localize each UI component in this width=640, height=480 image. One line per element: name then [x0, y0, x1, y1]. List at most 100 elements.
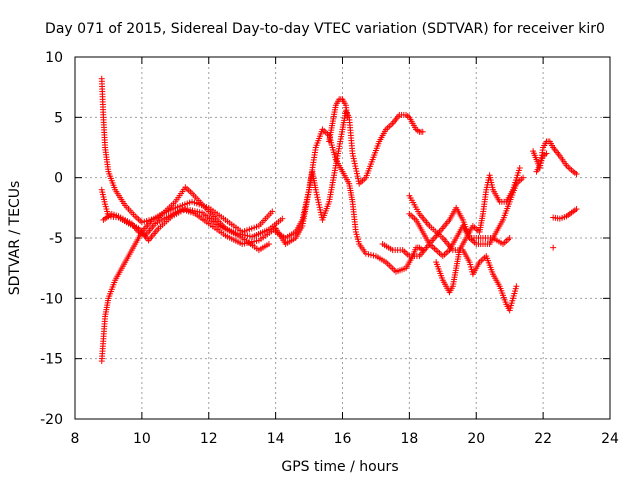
x-tick-label: 8	[71, 431, 80, 447]
data-point-fill	[508, 188, 515, 195]
data-point-fill	[489, 184, 496, 191]
data-point-fill	[505, 236, 512, 243]
data-point-fill	[350, 153, 357, 160]
data-point-fill	[325, 201, 332, 208]
data-point-fill	[318, 128, 325, 135]
data-point-fill	[105, 166, 112, 173]
grid-lines	[75, 57, 610, 419]
data-point-fill	[180, 186, 187, 193]
data-point-fill	[156, 212, 163, 219]
data-point-fill	[411, 124, 418, 131]
data-point-fill	[111, 279, 118, 286]
data-point-fill	[487, 235, 494, 241]
data-point-fill	[391, 267, 398, 274]
data-point-fill	[154, 227, 161, 234]
x-tick-label: 12	[200, 431, 218, 447]
data-point-fill	[549, 142, 556, 149]
data-point-fill	[452, 237, 459, 244]
data-point-fill	[339, 128, 346, 135]
data-point-fill	[313, 191, 320, 198]
data-point-fill	[281, 239, 288, 246]
data-point-fill	[163, 214, 170, 221]
data-point-fill	[302, 201, 309, 208]
data-point-fill	[303, 199, 310, 206]
data-point-fill	[187, 188, 194, 195]
data-point-fill	[220, 215, 227, 222]
data-point-fill	[150, 222, 157, 229]
data-point-fill	[444, 248, 451, 255]
data-point-fill	[468, 224, 475, 231]
data-point-fill	[361, 176, 368, 183]
data-point-fill	[253, 223, 260, 230]
data-point-fill	[213, 221, 220, 228]
data-point-fill	[355, 238, 362, 245]
data-point-fill	[304, 191, 311, 198]
y-tick-label: -5	[49, 231, 63, 247]
data-point-fill	[456, 249, 463, 256]
data-point-fill	[170, 200, 177, 207]
data-point-fill	[408, 118, 415, 125]
data-point-fill	[495, 196, 502, 203]
data-point-fill	[341, 100, 348, 107]
data-point-fill	[415, 208, 422, 215]
data-point-fill	[437, 233, 444, 240]
x-axis-ticks: 8 10 12 14 16 18 20 22 24	[71, 57, 619, 447]
data-point-fill	[404, 251, 411, 258]
data-point-fill	[137, 217, 144, 224]
data-point-fill	[304, 194, 311, 201]
x-tick-label: 16	[334, 431, 352, 447]
chart-title: Day 071 of 2015, Sidereal Day-to-day VTE…	[45, 21, 605, 37]
data-point-fill	[263, 242, 270, 249]
data-point-fill	[130, 211, 137, 218]
data-point-fill	[539, 155, 546, 162]
data-point-fill	[458, 214, 465, 221]
data-point-fill	[492, 230, 499, 237]
data-point-fill	[414, 244, 421, 251]
data-point-fill	[555, 151, 562, 158]
data-point-fill	[479, 213, 486, 220]
data-point-fill	[541, 151, 548, 158]
data-point-fill	[452, 267, 459, 274]
x-tick-label: 22	[534, 431, 552, 447]
data-point-fill	[117, 267, 124, 274]
y-tick-label: 5	[54, 110, 63, 126]
data-point-fill	[562, 160, 569, 167]
data-point-fill	[475, 261, 482, 268]
data-point-fill	[120, 200, 127, 207]
data-point-fill	[365, 251, 372, 258]
data-point-fill	[425, 239, 432, 246]
data-point-fill	[303, 196, 310, 203]
data-point-fill	[481, 254, 488, 261]
data-point-fill	[190, 210, 197, 217]
data-point-fill	[532, 154, 539, 161]
data-point-fill	[435, 230, 442, 237]
data-point-fill	[352, 165, 359, 172]
data-point-fill	[571, 207, 578, 214]
data-point-fill	[471, 239, 478, 246]
data-point-fill	[351, 158, 358, 165]
y-tick-label: 0	[54, 171, 63, 187]
data-point-fill	[111, 184, 118, 191]
data-point-fill	[344, 111, 351, 118]
data-point-fill	[101, 315, 108, 322]
data-point-fill	[370, 252, 377, 259]
data-point-fill	[515, 167, 522, 174]
data-point-fill	[387, 121, 394, 128]
x-tick-label: 18	[400, 431, 418, 447]
data-point-fill	[139, 231, 146, 238]
data-point-fill	[482, 189, 489, 196]
data-point-fill	[418, 128, 425, 135]
data-point-fill	[404, 113, 411, 120]
data-point-fill	[302, 204, 309, 211]
data-point-fill	[498, 218, 505, 225]
data-point-fill	[324, 130, 331, 137]
data-point-fill	[354, 173, 361, 180]
data-point-fill	[253, 237, 260, 244]
data-point-fill	[277, 217, 284, 224]
data-point-fill	[401, 265, 408, 272]
data-point-fill	[484, 241, 491, 248]
data-point-fill	[381, 128, 388, 135]
data-point-fill	[375, 140, 382, 147]
data-point-fill	[568, 209, 575, 216]
data-point-fill	[170, 205, 177, 212]
